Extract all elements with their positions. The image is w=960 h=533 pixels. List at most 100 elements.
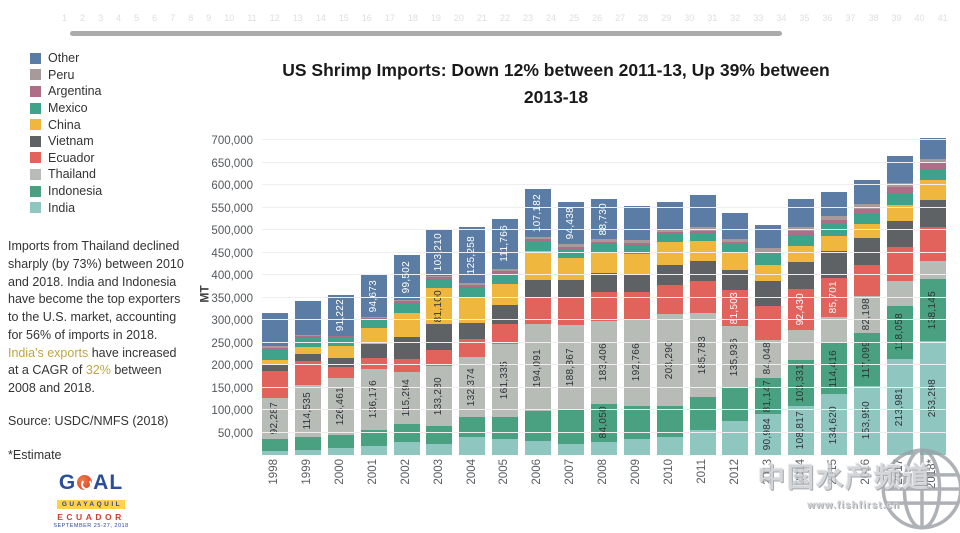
bar-segment-mexico[interactable] — [558, 248, 585, 258]
bar-segment-china[interactable] — [558, 257, 585, 281]
bar-segment-mexico[interactable] — [755, 254, 782, 266]
bar-segment-thailand[interactable]: 114,535 — [294, 385, 321, 438]
bar-segment-argentina[interactable] — [294, 336, 321, 338]
bar-segment-peru[interactable] — [821, 215, 848, 221]
bar-segment-argentina[interactable] — [459, 284, 486, 287]
bar-segment-peru[interactable] — [755, 247, 782, 252]
bar-segment-vietnam[interactable] — [492, 304, 519, 324]
bar-segment-thailand[interactable]: 192,766 — [623, 318, 650, 406]
bar-segment-china[interactable] — [755, 265, 782, 282]
bar-segment-india[interactable]: 134,620 — [821, 394, 848, 455]
bar-segment-vietnam[interactable] — [525, 280, 552, 298]
bar-segment-argentina[interactable] — [590, 241, 617, 244]
bar-segment-india[interactable] — [360, 446, 387, 455]
bar-segment-china[interactable] — [788, 245, 815, 262]
bar-segment-ecuador[interactable] — [360, 357, 387, 369]
bar-2015[interactable]: 134,620 114,416 85,701 — [821, 192, 848, 455]
bar-segment-thailand[interactable]: 194,091 — [525, 324, 552, 412]
bar-segment-india[interactable]: 253,298 — [919, 341, 946, 455]
bar-segment-peru[interactable] — [689, 227, 716, 231]
bar-segment-vietnam[interactable] — [393, 337, 420, 360]
bar-segment-china[interactable] — [262, 359, 288, 366]
bar-segment-thailand[interactable]: 115,294 — [393, 371, 420, 424]
bar-segment-vietnam[interactable] — [327, 357, 354, 367]
bar-segment-other[interactable] — [656, 201, 683, 230]
bar-segment-vietnam[interactable] — [459, 322, 486, 340]
bar-segment-china[interactable] — [854, 224, 881, 239]
bar-segment-indonesia[interactable] — [426, 425, 453, 444]
bar-segment-peru[interactable] — [656, 229, 683, 233]
bar-segment-china[interactable] — [327, 346, 354, 358]
bar-segment-argentina[interactable] — [525, 239, 552, 242]
bar-segment-other[interactable] — [821, 192, 848, 216]
bar-segment-vietnam[interactable] — [788, 261, 815, 289]
bar-segment-peru[interactable] — [262, 346, 288, 348]
bar-segment-india[interactable] — [492, 439, 519, 455]
bar-segment-mexico[interactable] — [360, 319, 387, 329]
bar-segment-india[interactable] — [590, 441, 617, 455]
legend-item-thailand[interactable]: Thailand — [30, 166, 102, 183]
bar-segment-indonesia[interactable] — [294, 437, 321, 450]
bar-segment-china[interactable] — [722, 252, 749, 271]
bar-2001[interactable]: 136,176 94,673 — [360, 274, 387, 455]
bar-2005[interactable]: 161,335 111,766 — [492, 218, 519, 455]
bar-segment-indonesia[interactable] — [558, 410, 585, 444]
bar-segment-peru[interactable] — [919, 158, 946, 164]
bar-segment-ecuador[interactable]: 85,701 — [821, 278, 848, 317]
bar-segment-ecuador[interactable] — [393, 359, 420, 372]
bar-2016[interactable]: 153,950 117,099 82,198 — [854, 179, 881, 455]
bar-segment-vietnam[interactable] — [294, 353, 321, 361]
bar-segment-argentina[interactable] — [558, 246, 585, 249]
bar-segment-argentina[interactable] — [886, 187, 913, 193]
bar-segment-mexico[interactable] — [426, 278, 453, 288]
bar-segment-india[interactable]: 108,817 — [788, 406, 815, 455]
bar-segment-ecuador[interactable] — [623, 291, 650, 319]
bar-segment-thailand[interactable]: 161,335 — [492, 344, 519, 417]
bar-segment-india[interactable] — [656, 437, 683, 455]
bar-segment-indonesia[interactable] — [525, 411, 552, 441]
legend-item-mexico[interactable]: Mexico — [30, 100, 102, 117]
bar-segment-mexico[interactable] — [919, 168, 946, 180]
bar-segment-other[interactable]: 88,730 — [590, 198, 617, 239]
bar-segment-argentina[interactable] — [821, 220, 848, 225]
bar-segment-argentina[interactable] — [426, 277, 453, 279]
bar-segment-other[interactable]: 91,222 — [327, 294, 354, 336]
bar-segment-china[interactable] — [492, 284, 519, 305]
ruler-scrollbar[interactable] — [70, 31, 782, 36]
bar-segment-indonesia[interactable] — [262, 439, 288, 451]
bar-segment-ecuador[interactable] — [656, 284, 683, 315]
bar-segment-china[interactable] — [821, 235, 848, 252]
bar-segment-vietnam[interactable] — [919, 200, 946, 228]
bar-segment-peru[interactable] — [886, 182, 913, 188]
bar-segment-vietnam[interactable] — [590, 272, 617, 292]
bar-segment-indonesia[interactable]: 114,416 — [821, 342, 848, 395]
bar-segment-peru[interactable] — [722, 238, 749, 242]
bar-segment-mexico[interactable] — [590, 243, 617, 253]
bar-segment-thailand[interactable]: 92,287 — [262, 397, 288, 440]
bar-segment-ecuador[interactable] — [755, 305, 782, 340]
bar-segment-ecuador[interactable] — [854, 264, 881, 297]
bar-segment-argentina[interactable] — [623, 242, 650, 245]
bar-segment-thailand[interactable] — [886, 280, 913, 306]
bar-segment-thailand[interactable]: 183,406 — [590, 321, 617, 404]
bar-segment-argentina[interactable] — [689, 230, 716, 233]
bar-segment-peru[interactable] — [360, 317, 387, 319]
bar-2011[interactable]: 185,783 — [689, 195, 716, 455]
bar-2013[interactable]: 90,984 81,147 84,048 — [755, 225, 782, 455]
bar-segment-argentina[interactable] — [854, 208, 881, 214]
bar-segment-other[interactable] — [722, 212, 749, 239]
bar-2003[interactable]: 133,280 81,100 103,210 — [426, 229, 453, 455]
bar-segment-argentina[interactable] — [755, 251, 782, 255]
bar-2009[interactable]: 192,766 — [623, 206, 650, 455]
bar-segment-thailand[interactable]: 188,867 — [558, 325, 585, 410]
bar-2017[interactable]: 213,981 118,058 — [886, 155, 913, 455]
bar-segment-india[interactable]: 153,950 — [854, 385, 881, 455]
bar-segment-other[interactable]: 94,438 — [558, 201, 585, 245]
bar-segment-indonesia[interactable] — [722, 387, 749, 422]
bar-segment-argentina[interactable] — [788, 231, 815, 235]
bar-segment-china[interactable] — [393, 312, 420, 338]
bar-segment-argentina[interactable] — [722, 241, 749, 245]
bar-segment-indonesia[interactable] — [327, 434, 354, 449]
bar-segment-vietnam[interactable] — [722, 270, 749, 290]
bar-segment-china[interactable]: 81,100 — [426, 287, 453, 325]
